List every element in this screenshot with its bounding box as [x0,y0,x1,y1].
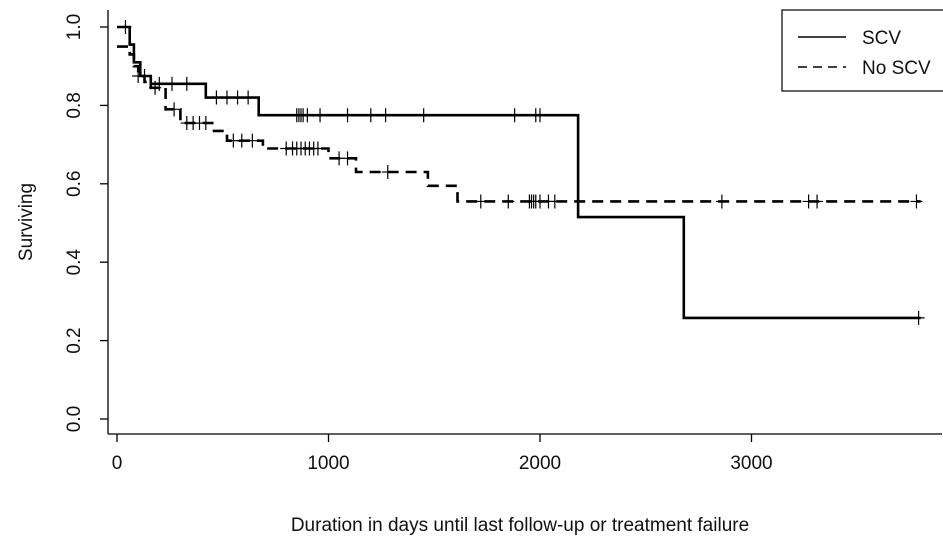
x-axis-title: Duration in days until last follow-up or… [291,515,749,536]
censor-mark-no-scv-6 [199,116,212,131]
y-tick-label-1: 0.2 [64,327,85,353]
censor-mark-no-scv-20 [381,165,394,180]
censor-mark-no-scv-9 [246,133,259,148]
censor-mark-no-scv-17 [311,141,324,156]
y-axis-title: Surviving [16,183,37,261]
legend-label-no-scv: No SCV [862,58,931,79]
censor-mark-scv-19 [508,108,521,123]
y-tick-label-5: 1.0 [64,14,85,40]
censor-mark-scv-0 [119,20,132,34]
censor-mark-scv-15 [341,108,354,123]
censor-mark-scv-5 [210,90,223,105]
censor-mark-no-scv-33 [910,194,923,209]
censor-mark-no-scv-8 [235,133,248,148]
censor-mark-scv-21 [534,108,546,123]
x-axis: 0 1000 2000 3000 [112,434,773,474]
x-tick-label-0: 0 [112,453,123,474]
censor-mark-scv-14 [314,108,327,123]
legend-label-scv: SCV [862,28,901,49]
y-tick-label-3: 0.6 [64,171,85,197]
x-tick-label-3: 3000 [730,453,772,474]
censor-mark-no-scv-1 [149,80,162,95]
legend-box [781,9,943,92]
censor-mark-scv-4 [180,76,193,91]
censor-mark-scv-3 [165,76,178,91]
censor-mark-no-scv-0 [132,69,145,83]
censor-mark-no-scv-29 [548,194,561,209]
censor-mark-no-scv-22 [502,194,515,209]
censor-mark-no-scv-30 [715,194,728,209]
censor-marks [119,20,925,325]
y-axis: 0.0 0.2 0.4 0.6 0.8 1.0 [64,14,108,432]
censor-mark-scv-7 [231,90,244,105]
censor-mark-scv-18 [417,108,430,123]
censor-mark-scv-17 [379,108,392,123]
series-line-scv [117,25,921,320]
legend: SCV No SCV [781,9,943,92]
censor-mark-scv-6 [220,90,233,105]
censor-mark-scv-22 [912,310,925,325]
series-line-no-scv [117,45,921,203]
censor-mark-scv-16 [364,108,377,123]
censor-mark-no-scv-19 [341,151,354,166]
y-tick-label-2: 0.4 [64,249,85,276]
censor-mark-no-scv-32 [811,194,824,209]
x-tick-label-2: 2000 [519,453,561,474]
plot-frame [107,10,942,435]
y-tick-label-4: 0.8 [64,92,85,118]
censor-mark-scv-8 [242,90,255,105]
censor-mark-no-scv-21 [474,194,487,209]
censor-mark-no-scv-2 [168,102,181,117]
y-tick-label-0: 0.0 [64,406,85,432]
x-tick-label-1: 1000 [307,453,349,474]
censor-mark-scv-13 [301,108,314,123]
series-layer [117,25,921,320]
